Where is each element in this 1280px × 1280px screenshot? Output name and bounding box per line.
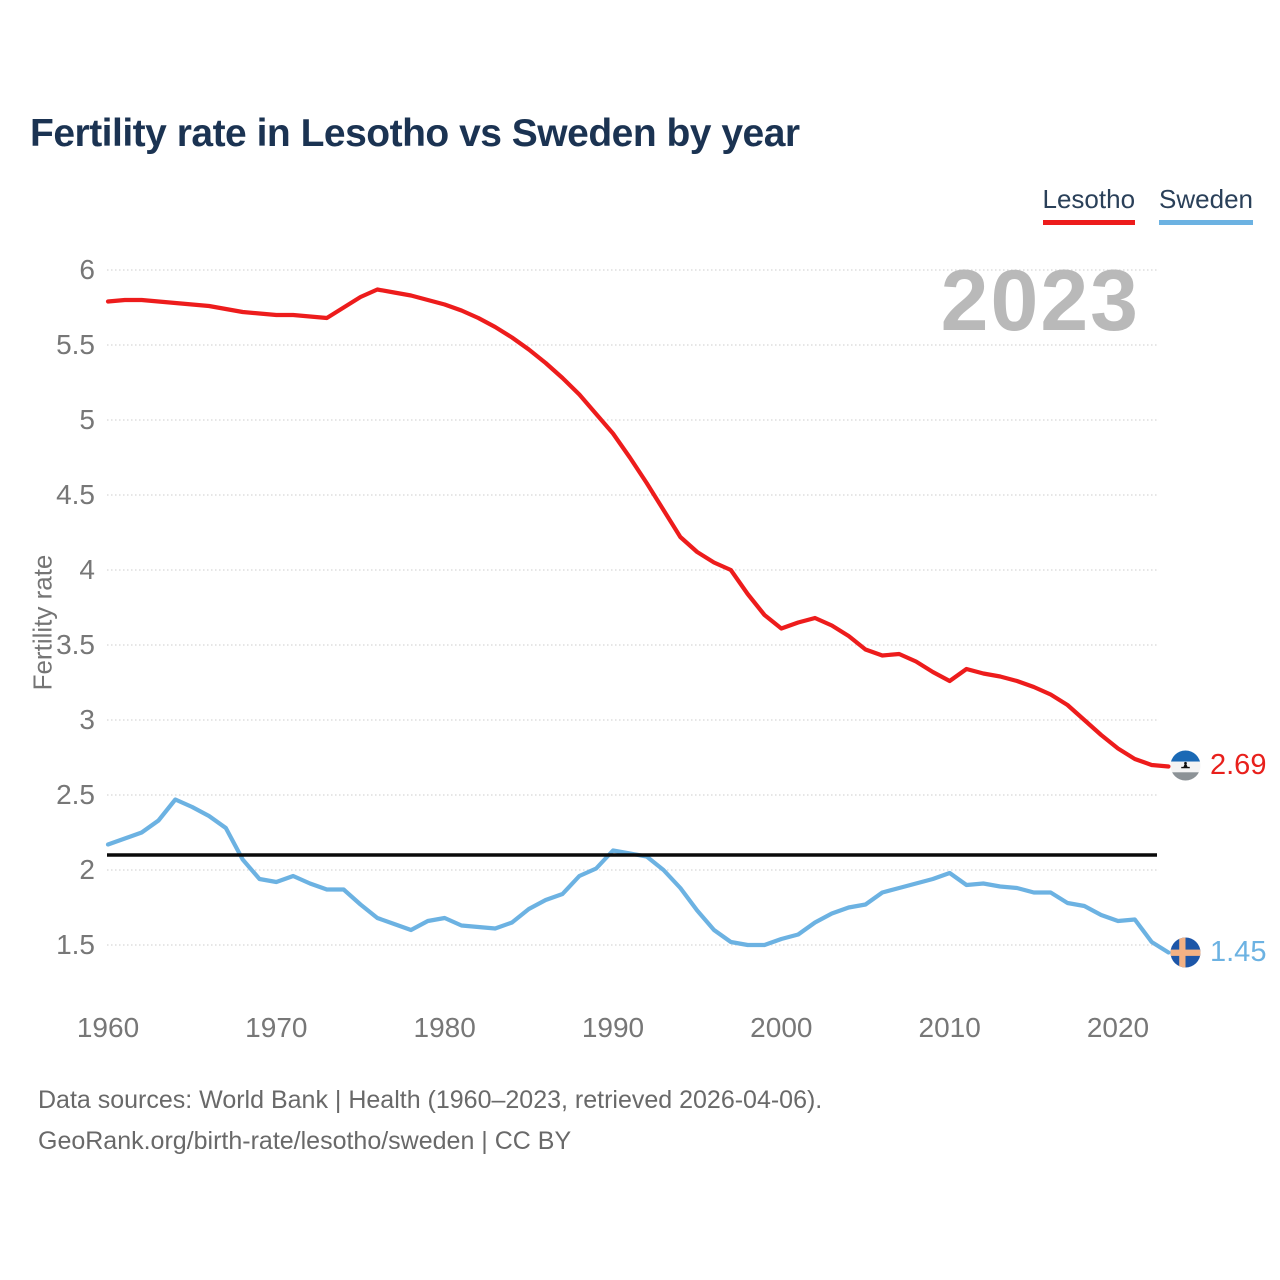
sweden-flag-icon bbox=[1170, 937, 1201, 968]
series-line-sweden bbox=[105, 797, 1171, 955]
x-tick-label: 1970 bbox=[245, 1012, 308, 1043]
legend: Lesotho Sweden bbox=[1042, 184, 1253, 225]
y-tick-label: 3 bbox=[79, 704, 95, 735]
x-tick-label: 1980 bbox=[413, 1012, 476, 1043]
y-tick-label: 4 bbox=[79, 554, 95, 585]
watermark-year: 2023 bbox=[940, 253, 1140, 349]
end-value-sweden: 1.45 bbox=[1210, 936, 1267, 968]
end-label-lesotho: 2.69 bbox=[1170, 749, 1266, 782]
series-line-lesotho bbox=[105, 287, 1171, 769]
x-tick-label: 2020 bbox=[1086, 1012, 1150, 1043]
x-tick-label: 2000 bbox=[750, 1012, 813, 1043]
footer: Data sources: World Bank | Health (1960–… bbox=[38, 1080, 822, 1162]
end-value-lesotho: 2.69 bbox=[1210, 749, 1267, 781]
x-tick-label: 1960 bbox=[76, 1012, 140, 1043]
x-tick-label: 2010 bbox=[918, 1012, 981, 1043]
legend-item-sweden[interactable]: Sweden bbox=[1159, 184, 1253, 225]
y-tick-label: 5 bbox=[79, 404, 95, 435]
footer-sources-line: Data sources: World Bank | Health (1960–… bbox=[38, 1086, 823, 1114]
y-tick-label: 4.5 bbox=[56, 479, 95, 510]
page-title: Fertility rate in Lesotho vs Sweden by y… bbox=[30, 112, 800, 155]
end-label-sweden: 1.45 bbox=[1170, 936, 1266, 969]
lesotho-flag-icon bbox=[1170, 750, 1201, 781]
y-tick-label: 1.5 bbox=[56, 929, 95, 960]
y-tick-label: 2 bbox=[79, 854, 95, 885]
y-tick-label: 6 bbox=[79, 254, 95, 285]
y-tick-label: 5.5 bbox=[56, 329, 95, 360]
gridlines bbox=[107, 269, 1157, 946]
footer-attribution-line: GeoRank.org/birth-rate/lesotho/sweden | … bbox=[38, 1127, 572, 1155]
y-axis-title: Fertility rate bbox=[27, 554, 58, 691]
x-tick-label: 1990 bbox=[581, 1012, 645, 1043]
y-tick-label: 2.5 bbox=[56, 779, 95, 810]
legend-item-lesotho[interactable]: Lesotho bbox=[1042, 184, 1136, 225]
y-tick-label: 3.5 bbox=[56, 629, 95, 660]
